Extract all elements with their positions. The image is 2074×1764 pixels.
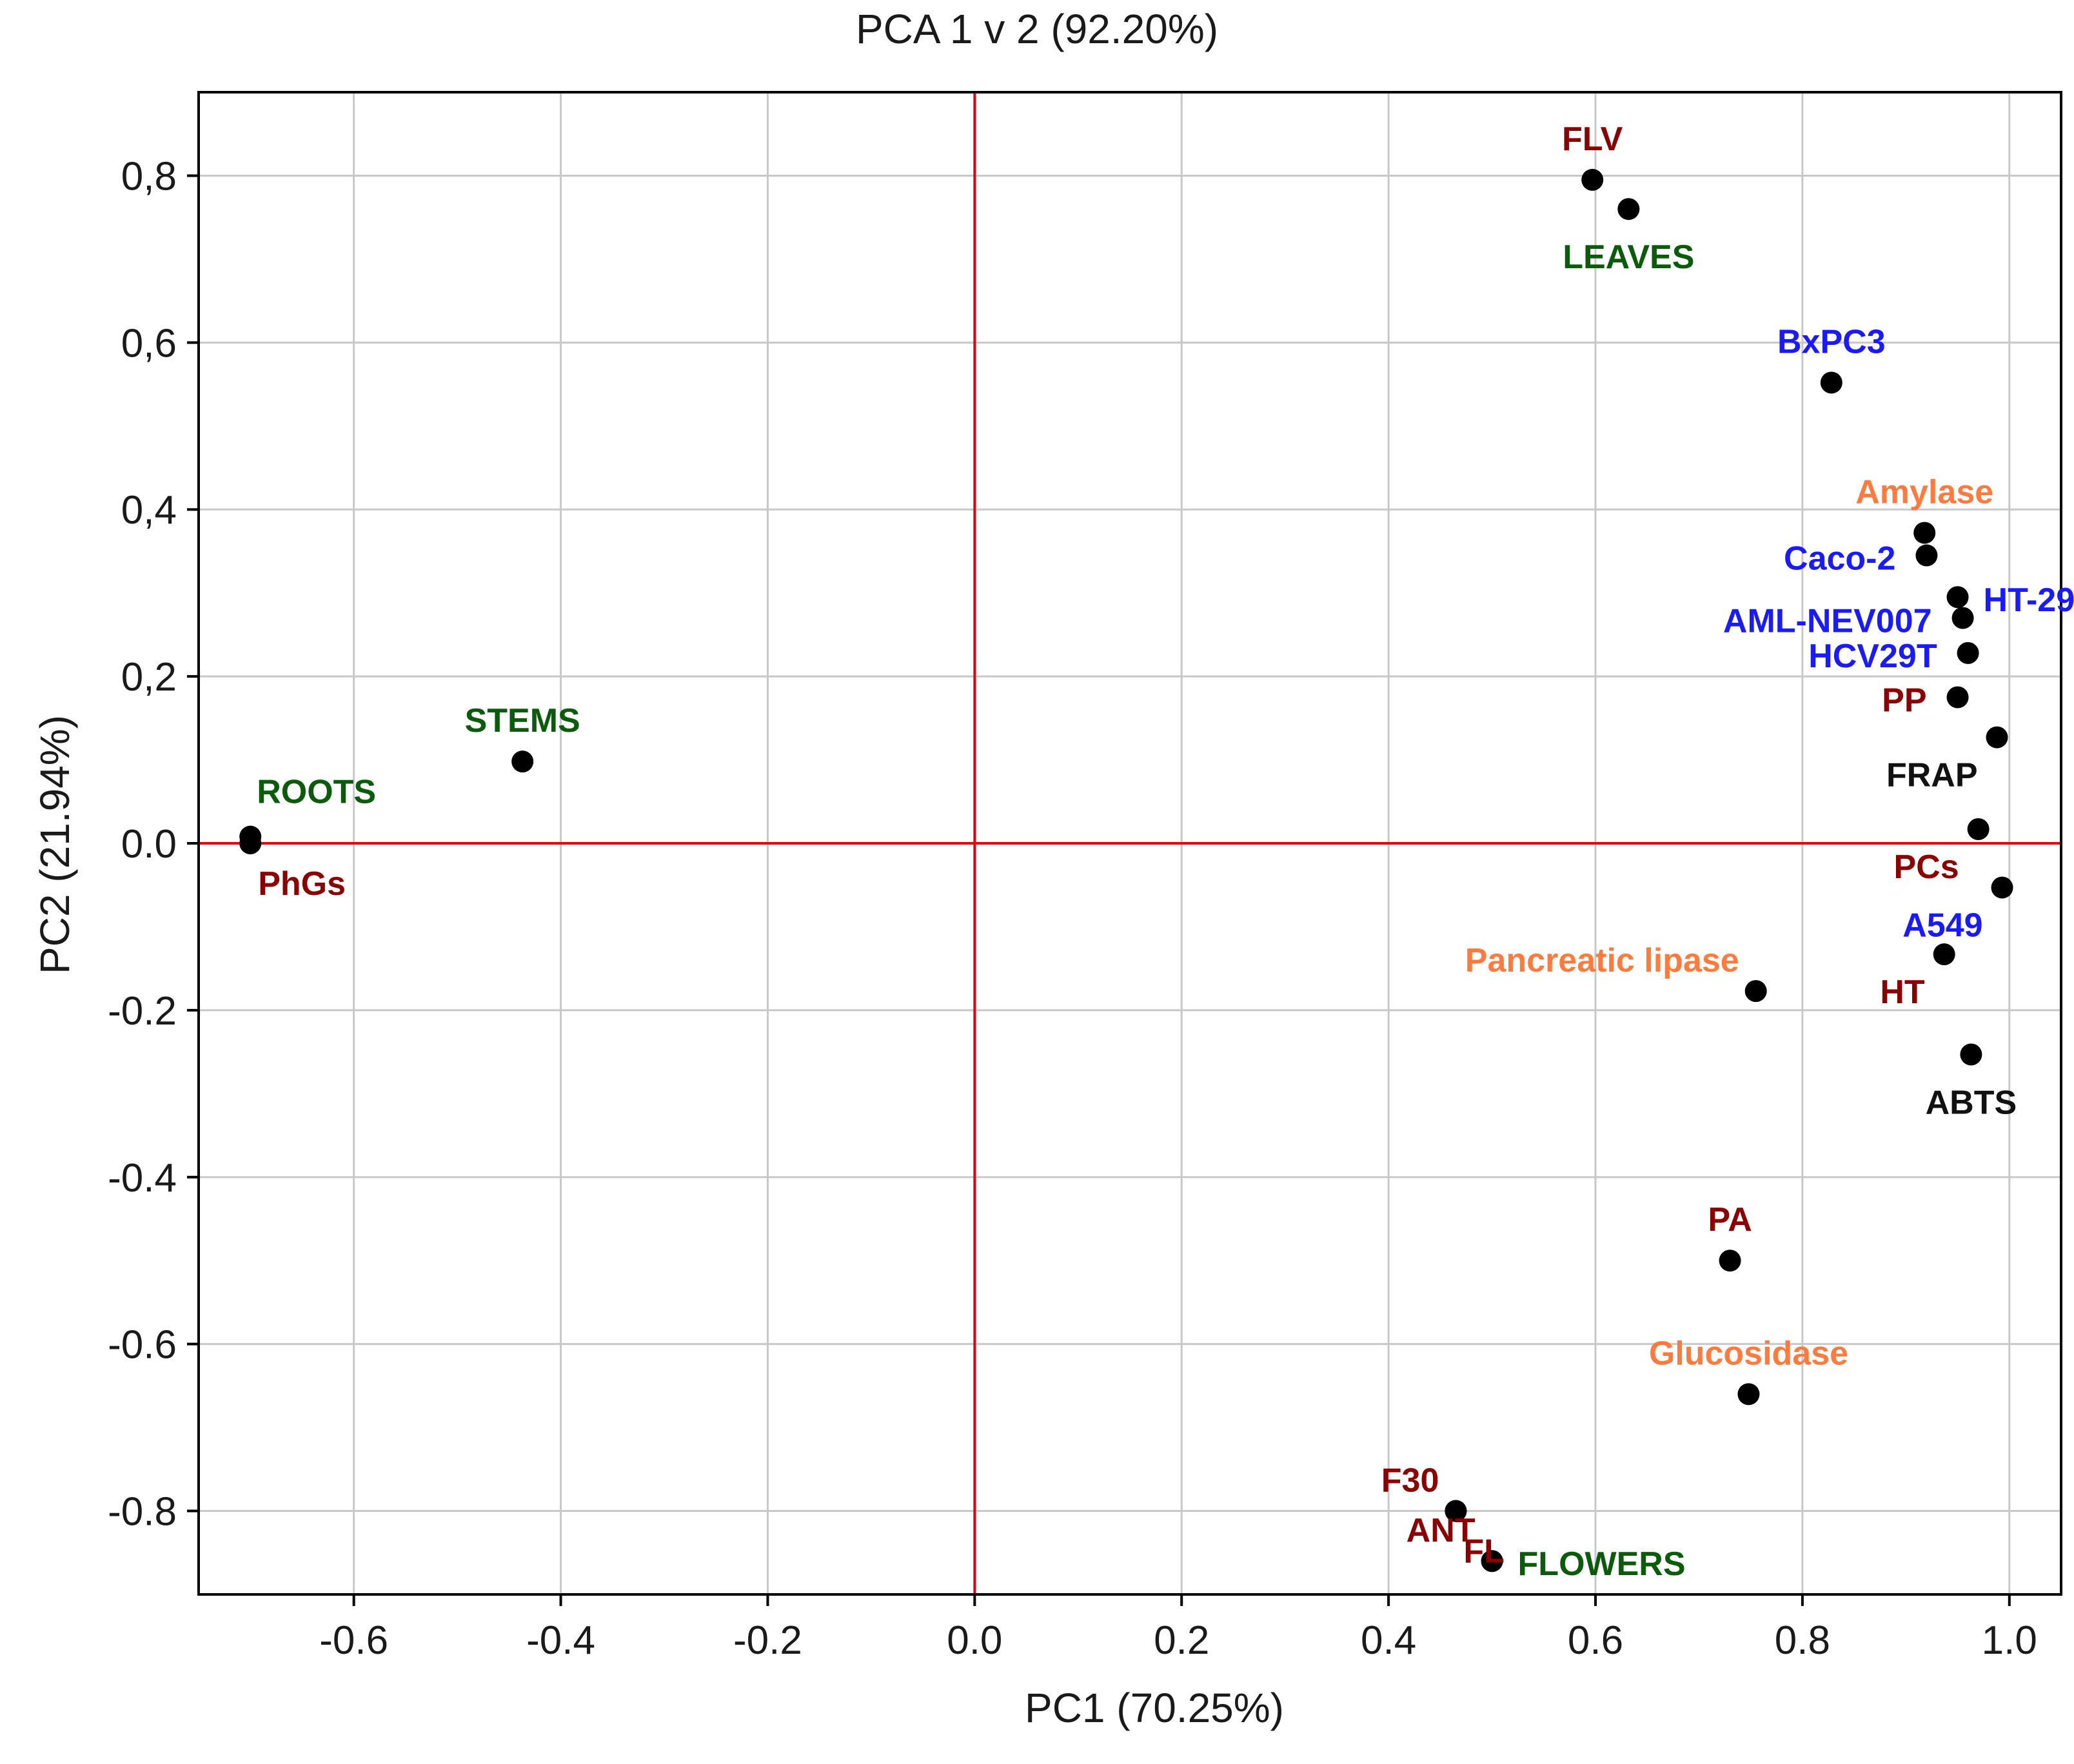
point-label: PhGs: [258, 865, 346, 903]
point-label: BxPC3: [1777, 323, 1886, 360]
y-tick-label: -0.8: [108, 1490, 177, 1534]
y-tick-label: 0,2: [121, 655, 177, 700]
point-label: Pancreatic lipase: [1465, 942, 1739, 979]
x-tick-label: 0.2: [1154, 1618, 1209, 1663]
axis-ticks: -0.6 -0.4 -0.2 0.0 0.2 0.4 0.6 0.8 1.0 0,8 0,6 0,4 0…: [108, 154, 2037, 1663]
x-axis-label: PC1 (70.25%): [1025, 1685, 1284, 1731]
point-label: F30: [1381, 1462, 1439, 1500]
x-tick-label: 1.0: [1982, 1618, 2037, 1663]
data-point: [1481, 1550, 1503, 1573]
data-point: [1617, 198, 1640, 220]
point-label: Caco-2: [1784, 540, 1895, 577]
data-point: [1744, 980, 1767, 1003]
point-label: PA: [1708, 1201, 1752, 1239]
chart-title: PCA 1 v 2 (92.20%): [855, 6, 1219, 52]
point-label: ROOTS: [257, 774, 376, 811]
point-label: A549: [1902, 907, 1982, 945]
data-point: [1820, 371, 1842, 394]
data-point: [1991, 876, 2013, 899]
x-tick-label: -0.2: [733, 1618, 802, 1663]
data-point: [1960, 1043, 1982, 1066]
x-tick-label: 0.8: [1775, 1618, 1830, 1663]
y-axis-label: PC2 (21.94%): [32, 715, 78, 974]
reference-lines: [199, 92, 2061, 1594]
point-label: PP: [1882, 681, 1926, 719]
data-point: [1737, 1383, 1760, 1406]
data-point: [1913, 522, 1936, 544]
point-label: PCs: [1893, 848, 1959, 886]
point-label: LEAVES: [1563, 239, 1694, 276]
x-tick-label: 0.4: [1361, 1618, 1416, 1663]
data-point: [511, 750, 534, 773]
data-point: [239, 832, 262, 854]
point-labels: FLV LEAVES BxPC3 Amylase Caco-2 HT-29 AML-NEV0…: [257, 121, 2074, 1583]
point-label: Glucosidase: [1649, 1335, 1848, 1372]
data-point: [1951, 607, 1974, 629]
point-label: HCV29T: [1808, 638, 1937, 675]
point-label: FRAP: [1886, 757, 1978, 794]
data-point: [1967, 818, 1990, 840]
point-label: HT-29: [1984, 582, 2074, 619]
y-tick-label: -0.6: [108, 1323, 177, 1367]
data-point: [1946, 586, 1969, 609]
point-label: ANT: [1407, 1512, 1476, 1549]
data-point: [1957, 642, 1979, 664]
y-tick-label: 0,4: [121, 488, 177, 533]
data-point: [1581, 168, 1604, 191]
y-tick-label: 0,6: [121, 321, 177, 366]
x-tick-label: 0.6: [1568, 1618, 1623, 1663]
point-label: AML-NEV007: [1723, 603, 1932, 640]
y-tick-label: -0.2: [108, 989, 177, 1034]
point-label: FLV: [1562, 121, 1623, 158]
data-point: [1445, 1500, 1467, 1522]
point-label: FLOWERS: [1518, 1545, 1686, 1583]
x-tick-label: -0.6: [319, 1618, 388, 1663]
data-points: [239, 168, 2013, 1573]
x-tick-label: 0.0: [947, 1618, 1002, 1663]
x-tick-label: -0.4: [526, 1618, 595, 1663]
data-point: [1719, 1250, 1741, 1272]
point-label: STEMS: [465, 702, 580, 740]
point-label: HT: [1880, 974, 1925, 1011]
y-tick-label: -0.4: [108, 1156, 177, 1200]
data-point: [1986, 726, 2008, 749]
point-label: FL: [1463, 1533, 1505, 1571]
point-label: ABTS: [1926, 1084, 2017, 1121]
point-label: Amylase: [1855, 473, 1993, 511]
data-point: [1946, 686, 1969, 709]
y-tick-label: 0.0: [121, 822, 177, 867]
y-tick-label: 0,8: [121, 154, 177, 199]
data-point: [1933, 943, 1955, 966]
data-point: [1915, 544, 1938, 567]
